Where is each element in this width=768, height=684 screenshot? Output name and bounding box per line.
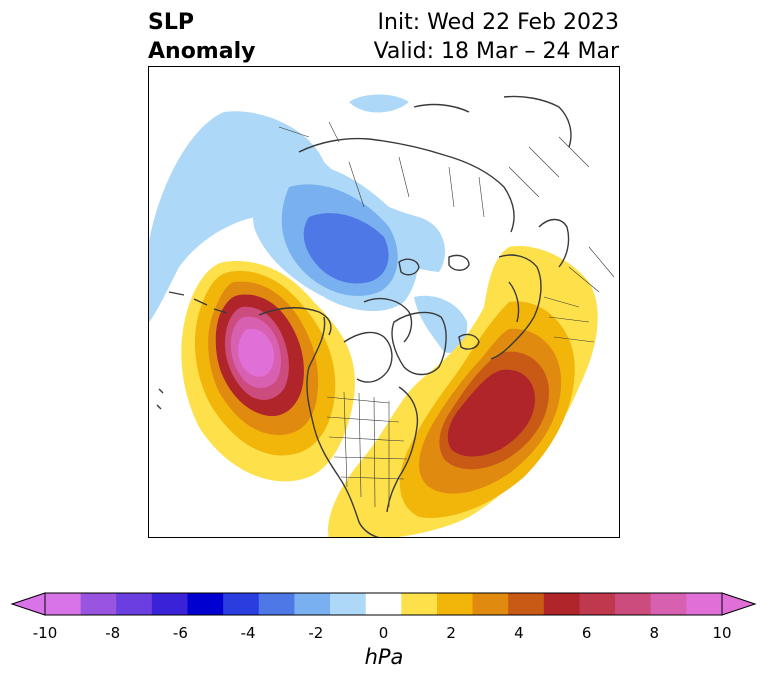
- colorbar-segment: [80, 593, 117, 615]
- colorbar-segment: [45, 593, 82, 615]
- colorbar-segment: [330, 593, 367, 615]
- colorbar-tick-label: 8: [649, 624, 660, 642]
- colorbar-segment: [365, 593, 402, 615]
- colorbar-tick-label: 2: [446, 624, 456, 642]
- anomaly-map: [149, 94, 615, 537]
- colorbar-tick-label: -4: [240, 624, 256, 642]
- colorbar-segment: [151, 593, 189, 615]
- colorbar-segment: [187, 593, 224, 615]
- political-borders: [278, 121, 615, 508]
- colorbar-tick-label: -2: [308, 624, 324, 642]
- colorbar-segments: [45, 593, 723, 615]
- anomaly-fill-light-blue-atlantic: [414, 295, 468, 353]
- colorbar-tick-label: -10: [32, 624, 58, 642]
- init-date: Init: Wed 22 Feb 2023: [377, 10, 619, 35]
- colorbar-tick-label: 10: [712, 624, 732, 642]
- colorbar-over-triangle: [721, 592, 757, 616]
- colorbar-segment: [472, 593, 509, 615]
- colorbar-segment: [223, 593, 260, 615]
- colorbar-segment: [294, 593, 331, 615]
- colorbar-segment: [258, 593, 295, 615]
- colorbar: [10, 592, 757, 616]
- colorbar-segment: [579, 593, 616, 615]
- colorbar-segment: [116, 593, 153, 615]
- colorbar-tick-label: 0: [378, 624, 389, 642]
- date-block: Init: Wed 22 Feb 2023 Valid: 18 Mar – 24…: [374, 8, 619, 66]
- colorbar-tick-label: -8: [105, 624, 121, 642]
- colorbar-segment: [436, 593, 474, 615]
- colorbar-tick-label: -6: [172, 624, 188, 642]
- colorbar-segment: [686, 593, 723, 615]
- map-panel: [148, 66, 620, 538]
- title-line-1: SLP: [148, 10, 194, 35]
- anomaly-fill-pacific-magenta: [238, 328, 274, 377]
- anomaly-fill-blue-core: [303, 213, 389, 284]
- colorbar-segment: [508, 593, 545, 615]
- colorbar-unit-label: hPa: [364, 645, 404, 669]
- valid-range: Valid: 18 Mar – 24 Mar: [373, 39, 619, 64]
- title-block: SLP Anomaly: [148, 8, 255, 66]
- colorbar-segment: [543, 593, 580, 615]
- colorbar-tick-label: 6: [581, 624, 592, 642]
- anomaly-fill-light-blue-arc: [149, 111, 445, 322]
- anomaly-fill-light-blue-north: [349, 94, 409, 113]
- colorbar-under-triangle: [10, 592, 46, 616]
- colorbar-outline: [44, 592, 723, 616]
- coastlines: [156, 95, 572, 537]
- anomaly-fill-atlantic-red: [447, 369, 535, 457]
- title-line-2: Anomaly: [148, 39, 256, 64]
- colorbar-segment: [401, 593, 438, 615]
- colorbar-tick-label: 4: [514, 624, 524, 642]
- colorbar-segment: [615, 593, 652, 615]
- colorbar-segment: [650, 593, 687, 615]
